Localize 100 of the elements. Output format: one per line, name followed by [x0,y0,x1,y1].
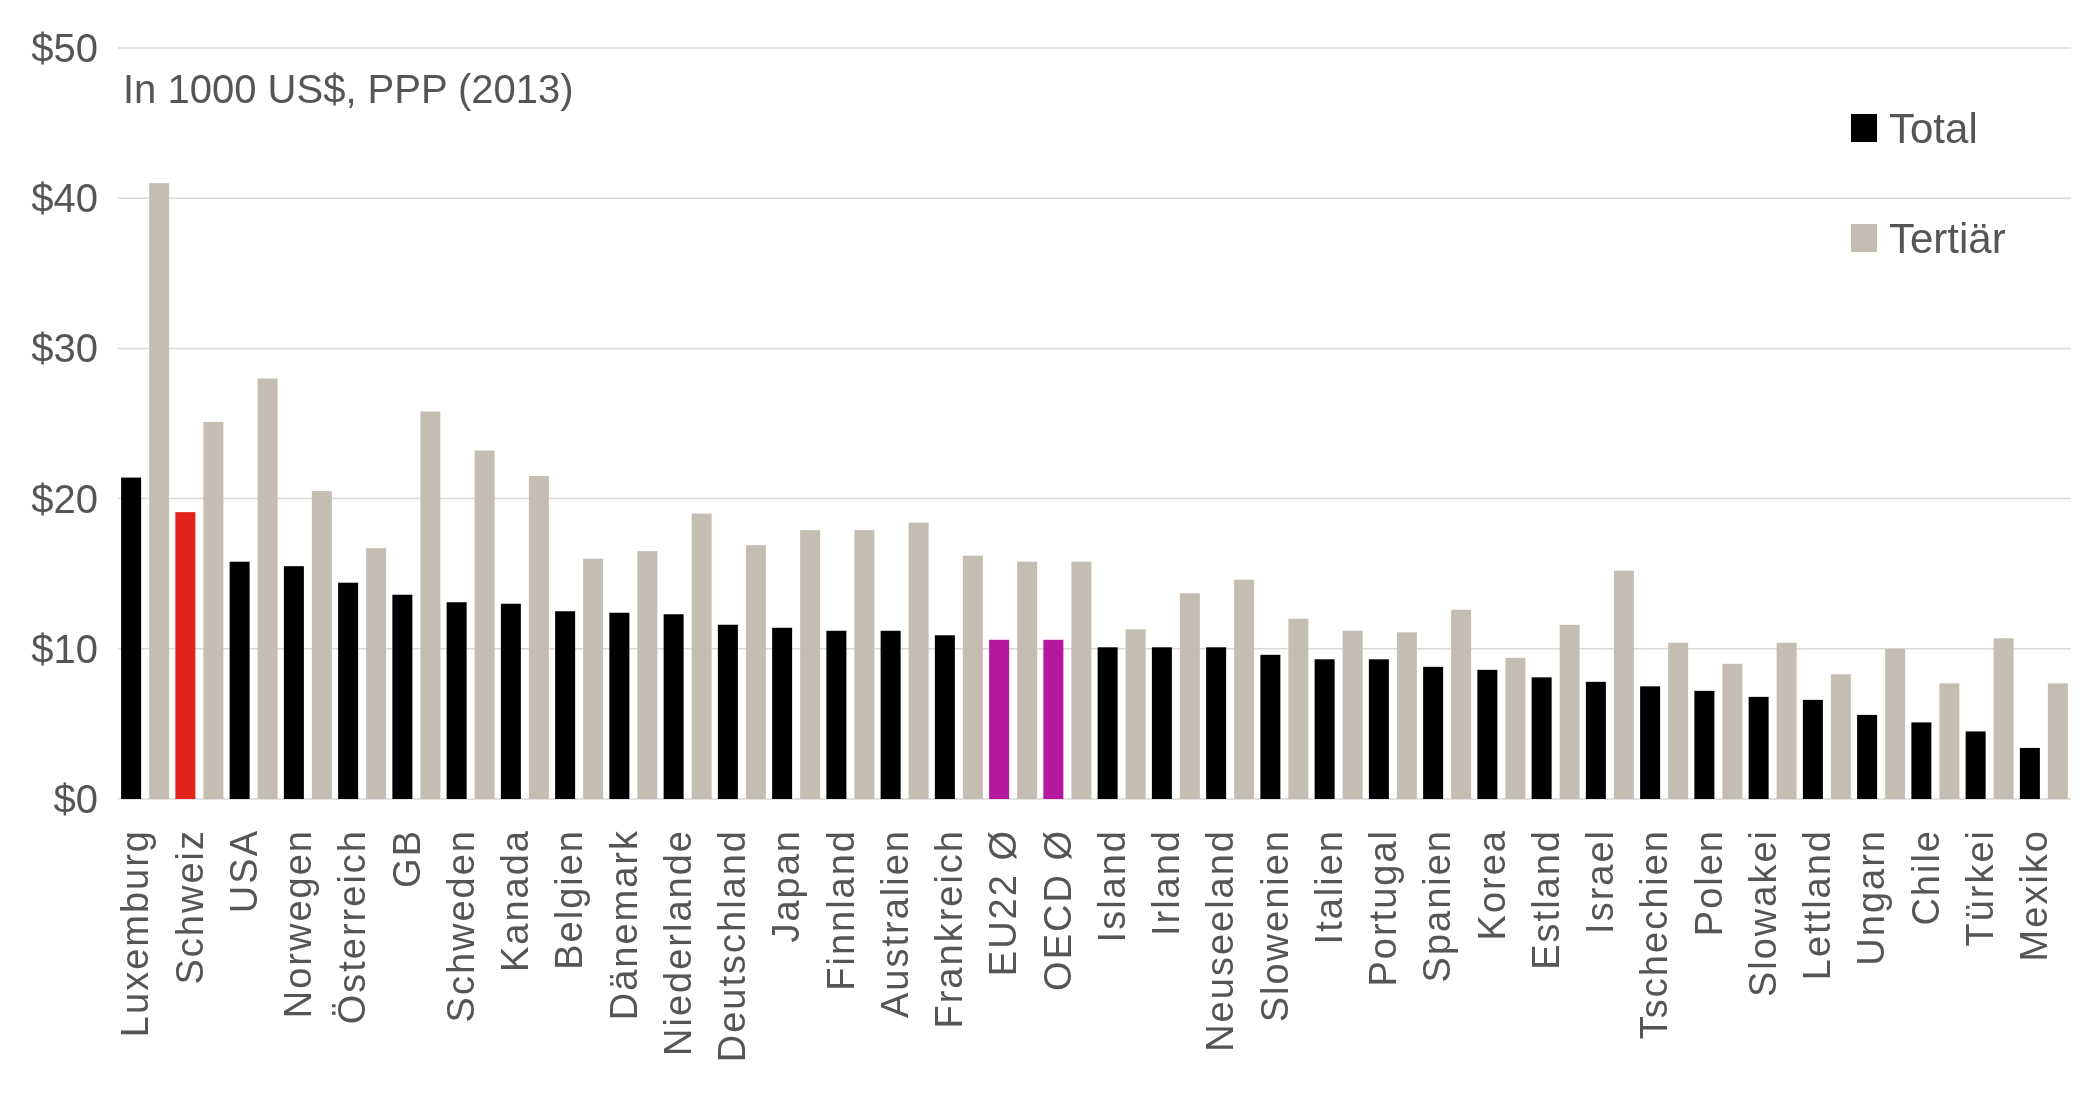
x-tick-label: Spanien [1416,829,1459,983]
bar [2047,683,2068,799]
bar [257,378,278,799]
bar [338,582,359,799]
y-tick-label: $20 [31,476,98,521]
bar [1260,654,1281,799]
x-tick-label: Portugal [1362,829,1405,987]
bar [1125,629,1146,799]
bar [121,477,142,799]
bar [1342,630,1363,799]
bar [311,491,332,799]
bar [1314,659,1335,799]
x-tick-label: Australien [873,829,916,1018]
text: In 1000 US$, PPP (2013) [123,67,574,111]
bar [934,635,955,799]
x-tick-label: Finnland [819,829,862,991]
x-tick-label: Polen [1687,829,1730,937]
bar [1179,593,1200,799]
bar [392,594,413,799]
x-tick-label: Chile [1904,829,1947,926]
bar [772,627,793,799]
bar [1830,674,1851,799]
x-tick-label: Luxemburg [114,829,157,1038]
x-tick-label: Mexiko [2013,829,2056,962]
y-tick-label: $40 [31,176,98,221]
y-tick-label: $30 [31,326,98,371]
x-tick-label: Irland [1145,829,1188,937]
bar [1477,669,1498,799]
y-tick-label: $10 [31,626,98,671]
x-tick-label: Belgien [548,829,591,970]
bar [663,614,684,799]
x-tick-label: Kanada [494,829,537,973]
x-tick-label: Schweiz [168,829,211,985]
bar [826,630,847,799]
x-tick-label: Österreich [331,829,374,1025]
legend-label: Total [1889,104,1978,152]
x-tick-label: Korea [1470,829,1513,941]
x-tick-label: Frankreich [928,829,971,1029]
x-tick-label: Slowakei [1741,829,1784,998]
x-tick-label: Türkei [1958,829,2001,947]
bar [1423,666,1444,799]
bar [474,450,495,799]
bar [1911,722,1932,799]
bar [1071,561,1092,799]
bar [175,512,196,799]
bar [1613,570,1634,799]
bar [1043,639,1064,799]
bar [637,551,658,799]
bar [745,545,766,799]
x-tick-label: Deutschland [711,829,754,1063]
bar [229,561,250,799]
bar [1234,579,1255,799]
bar [1640,686,1661,799]
bar [1097,647,1118,799]
bar [1694,690,1715,799]
bar [1776,642,1797,799]
bar [1939,683,1960,799]
x-tick-label: Dänemark [602,829,645,1021]
x-tick-label: Lettland [1796,829,1839,981]
bar [691,513,712,799]
x-tick-label: Schweden [439,829,482,1023]
bar [1965,731,1986,799]
bar [962,555,983,799]
x-tick-label: Norwegen [277,829,320,1019]
legend-label: Tertiär [1889,214,2006,262]
bar [149,183,170,799]
bar [1396,632,1417,799]
bar [1206,647,1227,799]
bar [1368,659,1389,799]
bar [609,612,630,799]
x-tick-label: Israel [1579,829,1622,934]
bar [908,522,929,799]
x-tick-label: USA [222,829,265,914]
x-tick-label: Slowenien [1253,829,1296,1023]
x-tick-label: Tschechien [1633,829,1676,1040]
bar [1451,609,1472,799]
bar [880,630,901,799]
bar [717,624,738,799]
bar [2019,747,2040,799]
bar [1585,681,1606,799]
bar [1857,714,1878,799]
x-tick-label: Estland [1524,829,1567,970]
bar [1668,642,1689,799]
bar [420,411,441,799]
bar [203,422,224,799]
bar [1748,696,1769,799]
x-tick-label: Island [1090,829,1133,943]
bar [1802,699,1823,799]
bar [800,530,821,799]
bar [1531,677,1552,799]
bar [1017,561,1038,799]
x-tick-label: GB [385,829,428,888]
bar [528,476,549,799]
bar [500,603,521,799]
x-tick-label: Ungarn [1850,829,1893,966]
bar [1505,657,1526,799]
bar [1559,624,1580,799]
bar [283,566,304,799]
bar [1151,647,1172,799]
bar [583,558,604,799]
